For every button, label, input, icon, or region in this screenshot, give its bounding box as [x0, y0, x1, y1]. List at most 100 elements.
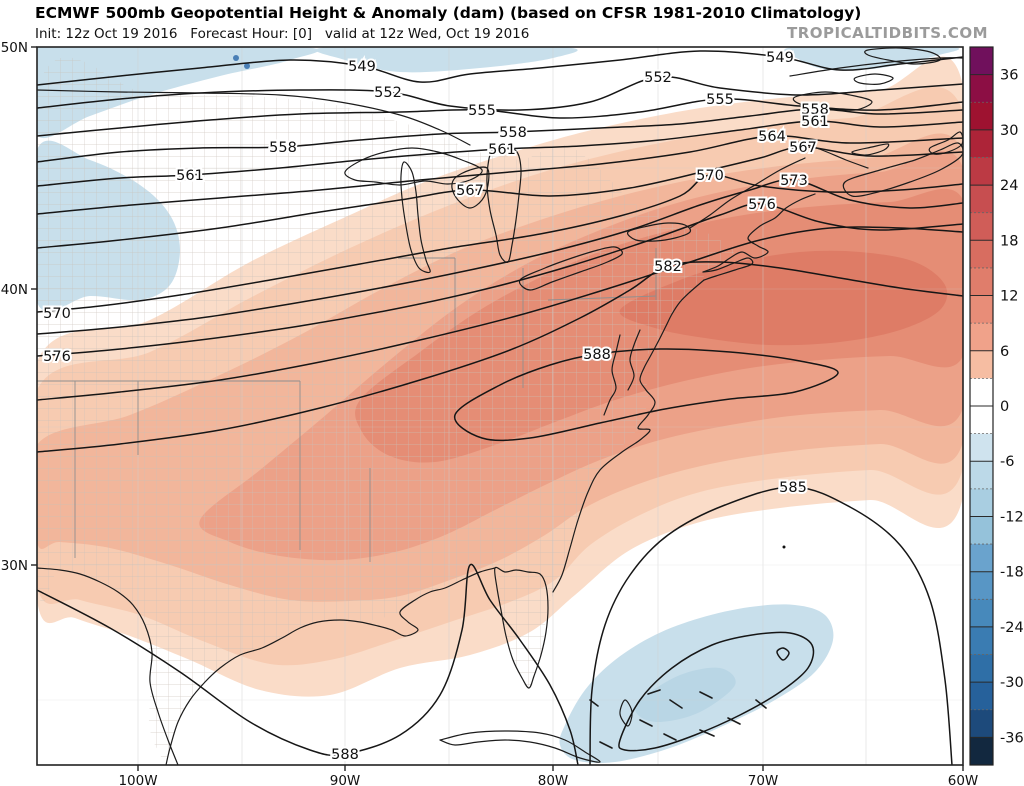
colorbar-cell: [970, 433, 993, 462]
tropicaltidbits-watermark: TROPICALTIDBITS.COM: [787, 24, 988, 42]
contour-label-588: 588: [331, 747, 359, 763]
colorbar-cell: [970, 682, 993, 711]
lon-label-80W: 80W: [538, 773, 569, 786]
contour-label-555: 555: [468, 103, 496, 119]
lake-fill-dot: [244, 63, 250, 69]
contour-567: [37, 146, 963, 249]
contour-561: [37, 120, 963, 187]
colorbar-cell: [970, 323, 993, 352]
axis-labels: 50N 40N 30N 100W 90W 80W 70W 60W: [1, 40, 979, 786]
lat-label-40N: 40N: [1, 282, 28, 298]
colorbar-cell: [970, 516, 993, 545]
height-contours: [37, 50, 963, 765]
contour-552: [37, 75, 963, 111]
map-frame: [36, 46, 964, 766]
contour-588: [454, 348, 839, 442]
colorbar-label-18: 18: [1000, 233, 1018, 249]
colorbar-cell: [970, 461, 993, 490]
colorbar-cell: [970, 129, 993, 158]
contour-588: [37, 563, 579, 765]
contour-label-549: 549: [348, 59, 376, 75]
colorbar-cell: [970, 571, 993, 600]
page-title: ECMWF 500mb Geopotential Height & Anomal…: [35, 4, 862, 22]
colorbar-cell: [970, 544, 993, 573]
colorbar-label--24: -24: [1000, 620, 1024, 636]
lon-label-60W: 60W: [948, 773, 979, 786]
lat-label-50N: 50N: [1, 40, 28, 56]
colorbar-cell: [970, 709, 993, 738]
colorbar-label--6: -6: [1000, 454, 1014, 470]
contour-label-558: 558: [269, 140, 297, 156]
contour-582: [37, 261, 963, 453]
lon-label-100W: 100W: [118, 773, 157, 786]
lon-label-70W: 70W: [748, 773, 779, 786]
contour-label-576: 576: [748, 197, 776, 213]
colorbar-cell: [970, 47, 993, 76]
contour-label-567: 567: [789, 140, 817, 156]
colorbar-cell: [970, 350, 993, 379]
colorbar-cell: [970, 654, 993, 683]
colorbar-label-6: 6: [1000, 344, 1009, 360]
contour-label-570: 570: [696, 168, 724, 184]
colorbar-label-0: 0: [1000, 399, 1009, 415]
contour-label-576: 576: [43, 349, 71, 365]
colorbar-cell: [970, 102, 993, 131]
contour-label-561: 561: [801, 114, 829, 130]
contour-582: [618, 631, 815, 752]
colorbar-label-24: 24: [1000, 178, 1018, 194]
contour-label-561: 561: [176, 168, 204, 184]
contour-564: [37, 135, 963, 215]
county-grid-texture: [37, 57, 735, 761]
contour-label-558: 558: [499, 125, 527, 141]
bermuda-dot: [782, 545, 786, 549]
contour-label-573: 573: [780, 173, 808, 189]
colorbar-label-36: 36: [1000, 68, 1018, 84]
contour-label-552: 552: [374, 85, 402, 101]
colorbar-cell: [970, 378, 993, 407]
init-valid-subtitle: Init: 12z Oct 19 2016 Forecast Hour: [0]…: [35, 26, 530, 42]
contour-579: [37, 226, 963, 401]
colorbar-cell: [970, 488, 993, 517]
colorbar-cell: [970, 157, 993, 186]
map-area: 5495495525525555555585585585615615615645…: [37, 47, 963, 765]
contour-label-567: 567: [456, 183, 484, 199]
colorbar-label-30: 30: [1000, 123, 1018, 139]
state-borders: [37, 248, 657, 562]
contour-labels: 5495495525525555555585585585615615615645…: [41, 48, 831, 765]
colorbar-cell: [970, 406, 993, 435]
colorbar-label--12: -12: [1000, 509, 1024, 525]
colorbar-label--18: -18: [1000, 565, 1024, 581]
colorbar-cell: [970, 599, 993, 628]
contour-minor: [776, 647, 790, 661]
contour-label-558: 558: [801, 102, 829, 118]
contour-label-570: 570: [43, 306, 71, 322]
colorbar-cell: [970, 267, 993, 297]
contour-label-588: 588: [583, 347, 611, 363]
colorbar-cell: [970, 74, 993, 103]
lake-fill-dot: [233, 55, 239, 61]
lon-label-90W: 90W: [330, 773, 361, 786]
lat-label-30N: 30N: [1, 558, 28, 574]
contour-label-582: 582: [654, 259, 682, 275]
colorbar-cell: [970, 185, 993, 214]
colorbar-cell: [970, 240, 993, 269]
colorbar-label--36: -36: [1000, 730, 1024, 746]
contour-576: [37, 203, 963, 357]
colorbar-label--30: -30: [1000, 675, 1024, 691]
colorbar-label-12: 12: [1000, 289, 1018, 305]
colorbar-labels: 36 30 24 18 12 6 0 -6 -12 -18 -24 -30 -36: [1000, 68, 1024, 747]
anomaly-colorbar: 36 30 24 18 12 6 0 -6 -12 -18 -24 -30 -36: [969, 46, 1024, 766]
contour-573: [37, 179, 963, 335]
contour-label-549: 549: [766, 50, 794, 66]
contour-555: [37, 98, 963, 137]
colorbar-cell: [970, 212, 993, 241]
contour-585: [589, 486, 953, 765]
contour-570: [37, 174, 963, 313]
contour-558: [37, 108, 963, 163]
colorbar-cell: [970, 626, 993, 656]
contour-label-555: 555: [706, 92, 734, 108]
contour-label-561: 561: [488, 142, 516, 158]
coastlines: [37, 47, 963, 765]
contour-label-585: 585: [779, 480, 807, 496]
colorbar-cell: [970, 295, 993, 324]
